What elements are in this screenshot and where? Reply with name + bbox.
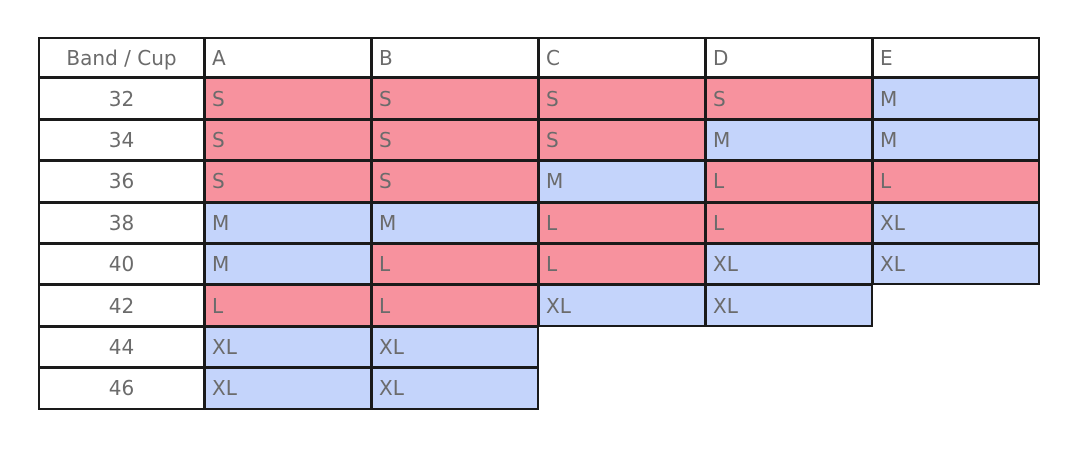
size-cell: L (371, 243, 539, 286)
size-cell: XL (204, 367, 372, 410)
size-cell: XL (371, 367, 539, 410)
size-cell: XL (204, 325, 372, 369)
size-cell: XL (705, 243, 873, 286)
size-cell: M (705, 118, 873, 162)
header-cup: A (204, 37, 372, 79)
size-cell: S (371, 118, 539, 162)
size-cell: S (705, 77, 873, 120)
size-cell: XL (371, 325, 539, 369)
band-label: 40 (38, 243, 205, 286)
size-cell: M (538, 160, 706, 203)
band-label: 42 (38, 284, 205, 327)
size-cell: S (204, 118, 372, 162)
size-cell: M (204, 201, 372, 244)
band-label: 46 (38, 367, 205, 410)
size-cell: XL (538, 284, 706, 327)
size-cell: S (371, 160, 539, 203)
size-cell: XL (705, 284, 873, 327)
header-cup: D (705, 37, 873, 79)
size-cell: L (204, 284, 372, 327)
band-label: 34 (38, 118, 205, 162)
size-cell: L (538, 243, 706, 286)
size-cell: L (872, 160, 1040, 203)
size-cell: L (538, 201, 706, 244)
size-cell: M (872, 118, 1040, 162)
size-cell: L (705, 160, 873, 203)
header-cup: B (371, 37, 539, 79)
size-cell: XL (872, 201, 1040, 244)
size-cell: M (204, 243, 372, 286)
size-cell: L (371, 284, 539, 327)
band-label: 38 (38, 201, 205, 244)
size-cell: L (705, 201, 873, 244)
band-label: 36 (38, 160, 205, 203)
size-cell: S (538, 77, 706, 120)
band-label: 44 (38, 325, 205, 369)
size-cell: M (371, 201, 539, 244)
size-cell: S (538, 118, 706, 162)
size-cell: S (371, 77, 539, 120)
size-cell: M (872, 77, 1040, 120)
size-cell: S (204, 160, 372, 203)
band-label: 32 (38, 77, 205, 120)
size-cell: S (204, 77, 372, 120)
header-corner: Band / Cup (38, 37, 205, 79)
header-cup: E (872, 37, 1040, 79)
size-cell: XL (872, 243, 1040, 286)
header-cup: C (538, 37, 706, 79)
